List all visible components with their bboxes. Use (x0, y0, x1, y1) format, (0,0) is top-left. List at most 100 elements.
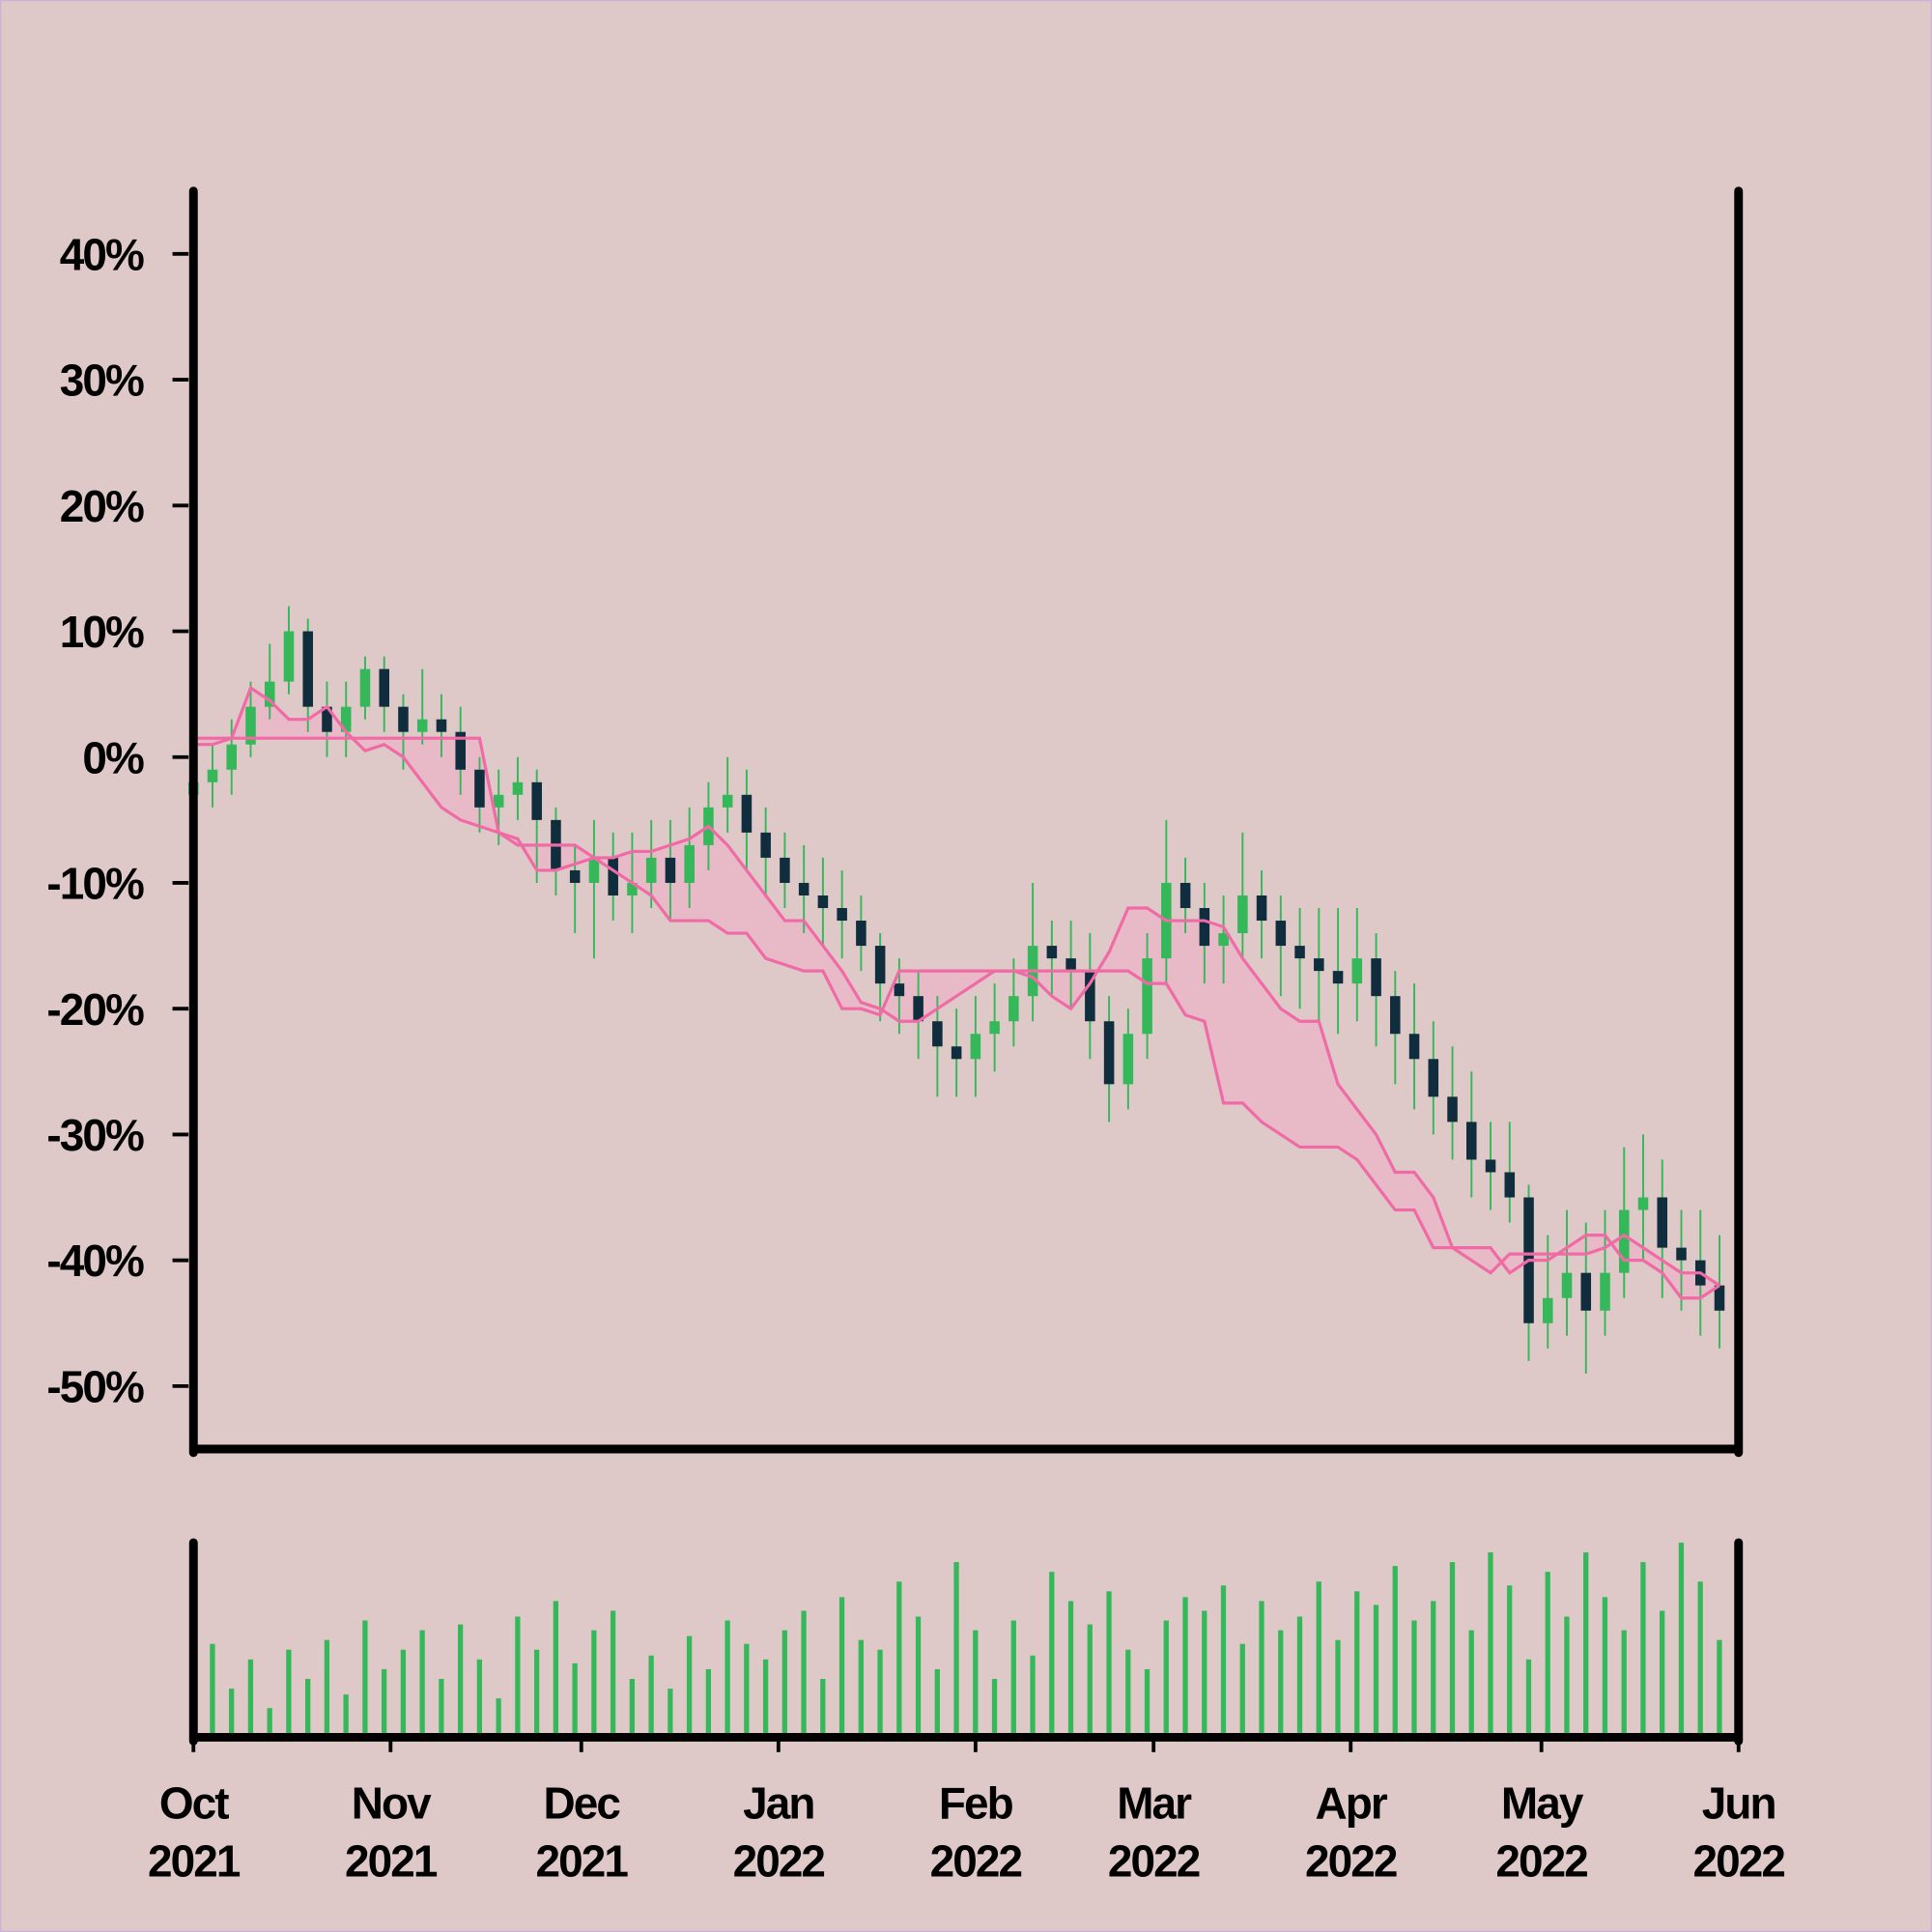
candle-body (1065, 958, 1076, 972)
volume-bar (1449, 1562, 1456, 1738)
x-tick-label: 2021 (345, 1836, 438, 1887)
volume-bar (343, 1694, 349, 1738)
volume-bar (762, 1659, 769, 1738)
volume-bar (1488, 1552, 1493, 1738)
x-tick-label: Feb (939, 1778, 1013, 1829)
volume-bar (515, 1616, 521, 1738)
volume-bar (382, 1668, 387, 1738)
candle-body (1122, 1034, 1134, 1085)
x-tick-label: 2021 (536, 1836, 629, 1887)
candle-body (989, 1021, 1000, 1035)
candle-body (1714, 1285, 1725, 1311)
x-tick-label: Dec (544, 1778, 621, 1829)
volume-bar (724, 1620, 730, 1738)
candle-body (416, 719, 428, 732)
candle-body (245, 706, 256, 745)
candle-body (1371, 958, 1381, 997)
candle-body (951, 1046, 962, 1060)
x-tick-label: 2022 (930, 1836, 1022, 1887)
candle-body (1085, 971, 1095, 1022)
volume-bar (1087, 1624, 1093, 1738)
volume-bar (858, 1639, 864, 1738)
volume-bar (1564, 1616, 1570, 1738)
band-layer (193, 688, 1719, 1298)
volume-bar (934, 1668, 940, 1738)
y-tick-label: 40% (60, 229, 144, 279)
volume-bar (1411, 1620, 1417, 1738)
candle-body (207, 769, 218, 782)
candle-body (722, 794, 733, 808)
volume-bar (896, 1581, 902, 1738)
candle-body (1256, 895, 1267, 922)
candle-body (1447, 1096, 1458, 1122)
candle-body (741, 794, 753, 833)
candle-body (340, 706, 352, 732)
candle-body (455, 731, 466, 770)
candle-body (780, 857, 790, 883)
volume-bar (591, 1630, 597, 1738)
candle-body (1561, 1272, 1573, 1298)
volume-bar (973, 1630, 979, 1738)
candle-body (1600, 1272, 1610, 1311)
volume-bar (838, 1597, 845, 1738)
volume-bar (1278, 1630, 1284, 1738)
x-tick-label: Jan (743, 1778, 813, 1829)
volume-bar (1621, 1630, 1627, 1738)
volume-bar (610, 1610, 616, 1738)
volume-bar (1373, 1605, 1379, 1738)
candle-body (398, 706, 409, 732)
volume-bar (744, 1643, 750, 1738)
candle-body (379, 668, 389, 707)
candle-body (1237, 895, 1248, 934)
x-tick-label: 2022 (1495, 1836, 1587, 1887)
indicator-line (193, 685, 1720, 1300)
volume-bar (1583, 1552, 1589, 1738)
volume-bar (668, 1689, 673, 1738)
candle-body (436, 719, 447, 732)
volume-bar (1392, 1566, 1398, 1738)
x-tick-label: 2022 (1108, 1836, 1200, 1887)
candle-body (1390, 996, 1401, 1035)
candle-body (1314, 958, 1324, 972)
volume-bar (801, 1610, 807, 1738)
y-tick-label: -40% (46, 1236, 144, 1286)
y-tick-label: -50% (46, 1361, 144, 1411)
volume-bar (781, 1630, 787, 1738)
y-tick-label: 30% (60, 355, 144, 406)
volume-bar (305, 1679, 311, 1738)
volume-bar (686, 1635, 693, 1738)
candle-body (1657, 1197, 1668, 1248)
x-tick-label: 2022 (1305, 1836, 1397, 1887)
candle-body (817, 895, 829, 909)
x-tick-label: 2022 (733, 1836, 825, 1887)
candle-body (1580, 1272, 1592, 1311)
volume-bar (1239, 1643, 1245, 1738)
candle-body (913, 996, 923, 1022)
candle-body (1275, 921, 1287, 947)
candle-body (627, 882, 638, 895)
x-tick-label: Oct (159, 1778, 229, 1829)
volume-bar (1182, 1597, 1188, 1738)
candle-body (493, 794, 504, 808)
volume-bar (1468, 1630, 1474, 1738)
volume-bar (1010, 1620, 1016, 1738)
volume-bar (953, 1562, 959, 1738)
volume-bar (1717, 1639, 1722, 1738)
x-tick-label: Jun (1702, 1778, 1776, 1829)
candle-body (569, 869, 581, 883)
candle-body (760, 832, 771, 858)
indicator-line (193, 736, 1720, 1288)
volume-bar (648, 1655, 654, 1738)
candle-body (474, 769, 485, 808)
volume-bar (476, 1659, 483, 1738)
candle-body (588, 857, 600, 883)
candle-body (1294, 946, 1305, 959)
candle-body (264, 681, 275, 707)
candle-body (302, 631, 314, 707)
candle-body (894, 983, 905, 997)
candle-body (645, 857, 657, 883)
volume-bar (1202, 1610, 1208, 1738)
candle-body (665, 857, 676, 883)
volume-bar (1049, 1572, 1055, 1738)
volume-bar (1163, 1620, 1169, 1738)
